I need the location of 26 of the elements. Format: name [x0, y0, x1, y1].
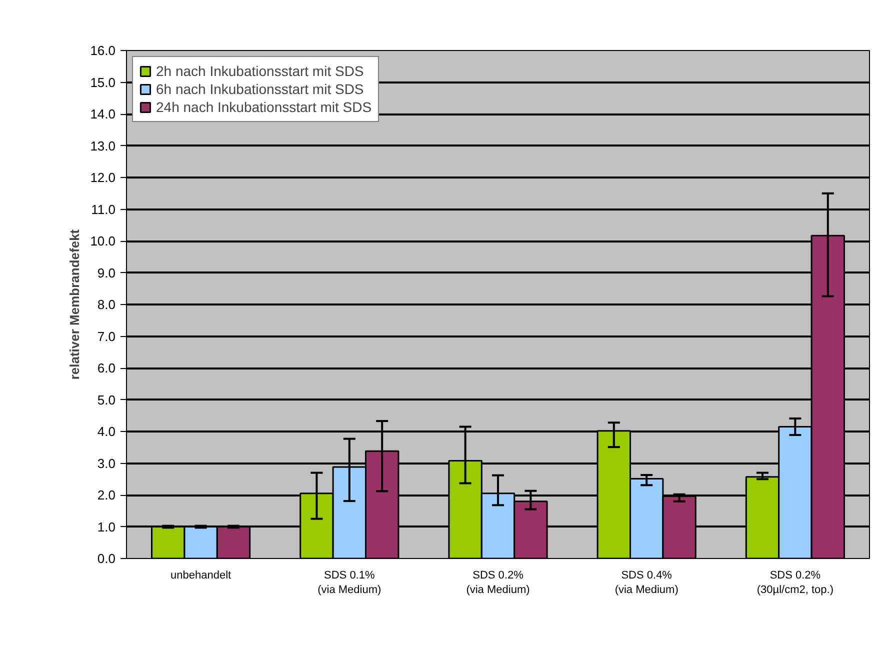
x-tick-label: unbehandelt [170, 570, 232, 582]
y-tick-label: 7.0 [97, 328, 116, 344]
y-tick-label: 6.0 [97, 360, 116, 376]
y-tick-label: 2.0 [97, 488, 116, 502]
y-tick-label: 0.0 [97, 551, 116, 566]
x-tick-label: SDS 0.2% (via Medium) [466, 570, 530, 596]
y-tick-label: 12.0 [90, 170, 116, 185]
legend-label: 6h nach Inkubationsstart mit SDS [156, 81, 364, 97]
y-tick-label: 11.0 [91, 202, 116, 217]
y-tick-label: 9.0 [97, 265, 116, 280]
x-tick-label: SDS 0.4% (via Medium) [614, 570, 678, 596]
y-tick-label: 16.0 [90, 43, 116, 58]
y-tick-label: 4.0 [97, 424, 116, 439]
y-tick-label: 10.0 [90, 234, 116, 248]
y-tick-label: 1.0 [97, 519, 116, 534]
y-tick-label: 8.0 [97, 297, 116, 312]
y-tick-label: 14.0 [90, 106, 116, 122]
legend-label: 24h nach Inkubationsstart mit SDS [156, 99, 372, 115]
x-tick-label: SDS 0.2% (30µl/cm2, top.) [756, 570, 834, 596]
y-tick-label: 5.0 [97, 392, 116, 408]
legend-label: 2h nach Inkubationsstart mit SDS [156, 63, 364, 79]
y-axis-title: relativer Membrandefekt [67, 228, 82, 380]
y-tick-label: 15.0 [90, 74, 116, 90]
y-tick-label: 3.0 [97, 456, 116, 471]
x-tick-label: SDS 0.1% (via Medium) [318, 570, 382, 596]
y-tick-label: 13.0 [90, 138, 116, 154]
